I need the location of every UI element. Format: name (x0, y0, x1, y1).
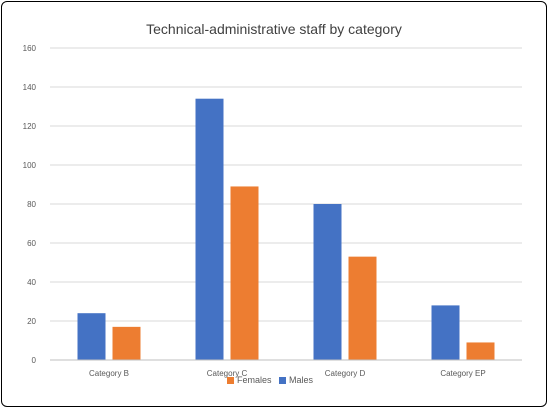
x-category-label: Category D (325, 369, 366, 378)
bars (77, 98, 495, 360)
y-tick-label: 40 (27, 278, 36, 287)
y-tick-label: 120 (23, 122, 37, 131)
bar-females-2 (348, 256, 377, 360)
legend: Females Males (227, 375, 314, 385)
bar-females-3 (466, 342, 495, 360)
bar-males-1 (195, 98, 224, 360)
legend-label-males: Males (289, 375, 314, 385)
x-axis-categories: Category B Category C Category D Category E… (89, 369, 486, 378)
bar-females-1 (230, 186, 259, 360)
y-tick-label: 20 (27, 317, 36, 326)
y-tick-label: 80 (27, 200, 36, 209)
y-axis-ticks: 0 20 40 60 80 100 120 140 160 (23, 44, 37, 365)
y-tick-label: 100 (23, 161, 37, 170)
legend-swatch-males (279, 377, 286, 384)
bar-males-0 (77, 313, 106, 360)
y-tick-label: 160 (23, 44, 37, 53)
x-category-label: Category B (89, 369, 129, 378)
bar-females-0 (112, 326, 141, 360)
bar-males-3 (431, 305, 460, 360)
x-category-label: Category EP (440, 369, 485, 378)
x-category-label: Category C (207, 369, 248, 378)
chart-title: Technical-administrative staff by catego… (146, 21, 402, 37)
y-tick-label: 0 (32, 356, 37, 365)
y-tick-label: 60 (27, 239, 36, 248)
legend-swatch-females (227, 377, 234, 384)
legend-label-females: Females (237, 375, 272, 385)
y-tick-label: 140 (23, 83, 37, 92)
bar-males-2 (313, 204, 342, 360)
gridlines (50, 47, 522, 322)
